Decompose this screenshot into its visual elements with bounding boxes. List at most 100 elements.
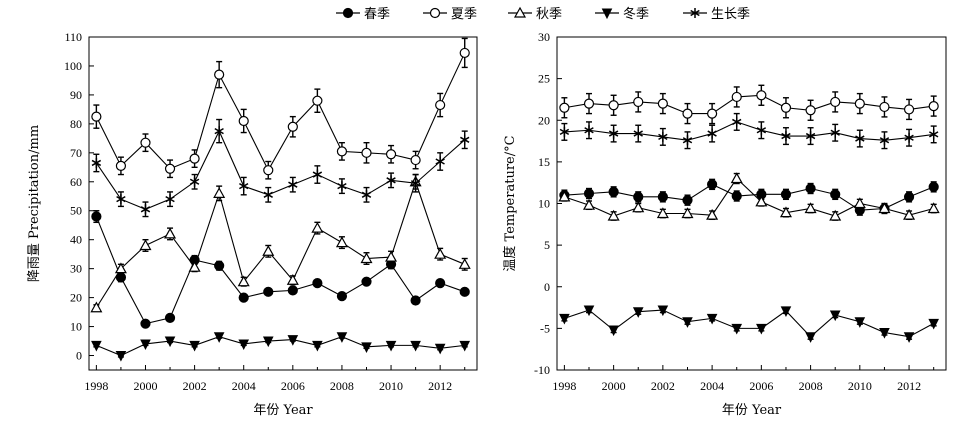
data-point — [731, 91, 742, 103]
data-point — [583, 98, 595, 109]
data-point — [927, 202, 940, 214]
data-point — [928, 100, 939, 112]
series-line — [95, 180, 465, 309]
legend-marker — [342, 7, 354, 19]
data-point — [115, 351, 127, 362]
data-point — [287, 335, 299, 346]
data-point — [854, 98, 865, 109]
data-point — [756, 125, 767, 136]
data-point — [829, 310, 841, 322]
data-point — [410, 154, 421, 166]
data-point — [237, 275, 250, 287]
x-tick-label: 2010 — [848, 379, 872, 393]
data-point — [238, 115, 249, 127]
data-point — [656, 207, 669, 219]
legend-label: 秋季 — [536, 7, 562, 22]
y-tick-label: 110 — [64, 30, 82, 44]
series-line — [564, 183, 934, 211]
data-point — [262, 336, 274, 348]
data-point — [140, 137, 151, 148]
data-point — [165, 194, 175, 205]
data-point — [335, 236, 348, 248]
y-tick-label: 40 — [70, 233, 82, 247]
data-point — [91, 211, 102, 222]
data-point — [633, 96, 644, 108]
data-point — [458, 258, 471, 269]
y-tick-label: -10 — [534, 363, 550, 377]
data-point — [632, 201, 645, 213]
data-point — [805, 183, 816, 194]
data-point — [928, 318, 939, 330]
data-point — [830, 127, 840, 138]
x-tick-label: 2004 — [232, 379, 256, 393]
series-line — [95, 52, 466, 172]
y-tick-label: 10 — [70, 320, 82, 334]
data-point — [386, 175, 396, 186]
data-point — [928, 181, 939, 192]
data-point — [410, 178, 421, 189]
data-point — [804, 202, 817, 214]
data-point — [855, 133, 865, 144]
y-tick-label: 0 — [76, 349, 82, 363]
data-point — [214, 69, 225, 80]
data-point — [657, 98, 668, 109]
data-point — [361, 276, 372, 287]
data-point — [805, 105, 816, 116]
data-point — [608, 186, 619, 197]
data-point — [435, 278, 446, 289]
data-point — [459, 47, 470, 59]
data-point — [608, 128, 619, 139]
y-tick-label: 15 — [538, 155, 550, 169]
data-point — [732, 116, 742, 127]
data-point — [337, 181, 347, 192]
data-point — [682, 195, 693, 206]
data-point — [756, 90, 767, 101]
y-tick-label: 20 — [538, 113, 550, 127]
data-point — [779, 206, 792, 218]
y-tick-label: 20 — [70, 291, 82, 305]
data-point — [706, 313, 718, 325]
data-point — [312, 95, 323, 106]
y-tick-label: 70 — [70, 146, 82, 160]
data-point — [90, 301, 103, 313]
data-point — [91, 157, 102, 168]
data-point — [189, 153, 200, 164]
data-point — [707, 179, 718, 190]
x-tick-label: 2006 — [281, 379, 305, 393]
temperature-chart: -10 -5 0 5 10 15 20 25 30 1998 2000 2002 2004 2006 200… — [502, 30, 947, 418]
x-tick-label: 2012 — [428, 379, 452, 393]
data-point — [459, 286, 470, 297]
data-point — [559, 126, 570, 137]
x-tick-label: 2012 — [897, 379, 921, 393]
data-point — [189, 340, 200, 352]
data-point — [91, 340, 102, 352]
data-point — [633, 128, 643, 139]
x-tick-label: 2000 — [602, 379, 626, 393]
data-point — [410, 340, 421, 352]
data-point — [164, 227, 177, 239]
data-point — [115, 160, 127, 171]
y-tick-label: 0 — [544, 280, 550, 294]
data-point — [608, 100, 619, 111]
data-point — [139, 239, 152, 251]
data-point — [632, 307, 644, 318]
data-point — [681, 207, 694, 219]
legend-marker — [601, 8, 613, 20]
data-point — [336, 146, 348, 157]
data-point — [287, 285, 298, 296]
data-point — [780, 102, 792, 113]
x-tick-label: 2008 — [330, 379, 354, 393]
series-line — [564, 121, 934, 141]
legend: 春季 夏季 秋季 冬季 生长季 — [336, 6, 750, 22]
legend-marker — [429, 7, 441, 19]
data-point — [263, 286, 274, 297]
data-point — [410, 295, 421, 306]
data-point — [114, 262, 127, 274]
data-point — [682, 317, 693, 328]
data-point — [189, 176, 200, 187]
data-point — [682, 108, 693, 119]
series-line — [95, 216, 465, 325]
x-tick-label: 2010 — [379, 379, 403, 393]
data-point — [238, 339, 250, 351]
data-point — [879, 328, 890, 339]
